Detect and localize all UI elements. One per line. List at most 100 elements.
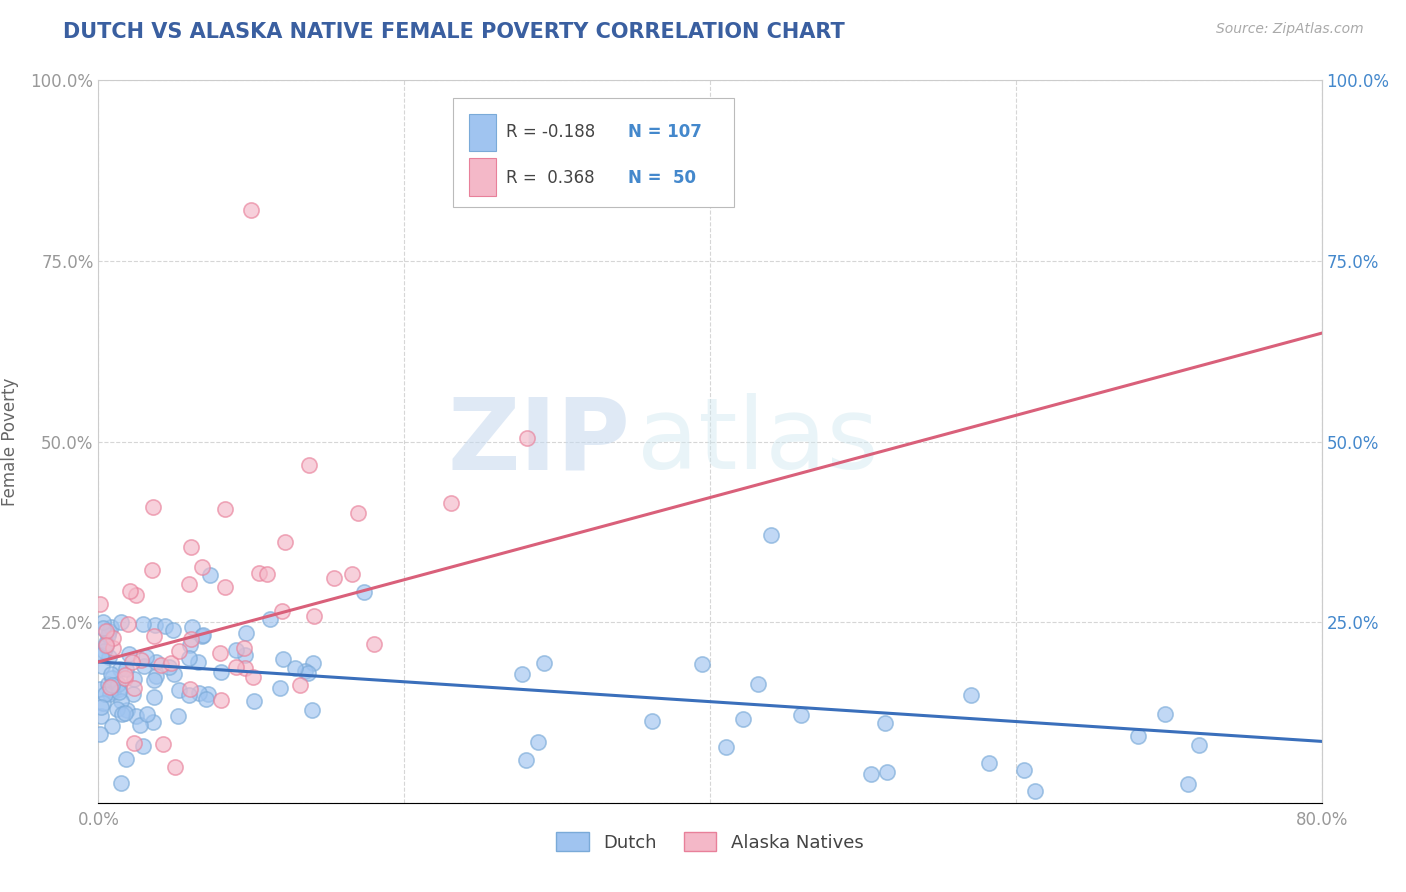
Point [97,628,120,642]
Point [115,702,138,716]
Point [960,688,983,702]
Point [209,693,232,707]
Point [108,682,131,697]
Point [141,563,163,577]
Point [100,719,122,733]
FancyBboxPatch shape [453,98,734,207]
Point [111,707,134,722]
Point [124,588,146,602]
Point [90,648,112,663]
Point [297,665,319,680]
Point [301,703,323,717]
Bar [470,113,496,151]
Point [91,615,114,630]
Point [135,707,157,722]
Text: N =  50: N = 50 [628,169,696,186]
Point [1024,783,1046,797]
Point [97,676,120,690]
Point [322,571,344,585]
Point [198,567,221,582]
Point [247,566,270,580]
Point [243,694,266,708]
Point [179,576,201,591]
Point [115,751,138,765]
Point [98,680,121,694]
Point [100,619,122,633]
Point [177,650,200,665]
Point [876,764,898,779]
Point [162,623,184,637]
Point [259,612,281,626]
Point [233,661,256,675]
Text: R = -0.188: R = -0.188 [506,123,595,141]
Point [105,702,128,716]
Point [91,659,114,673]
Point [179,682,201,697]
Point [90,709,112,723]
Point [269,681,291,695]
Text: N = 107: N = 107 [628,123,702,141]
Point [363,637,385,651]
Point [110,776,132,790]
Point [163,760,186,774]
Point [875,715,897,730]
Legend: Dutch, Alaska Natives: Dutch, Alaska Natives [550,825,870,859]
Point [163,667,186,681]
Point [301,657,323,671]
Text: ZIP: ZIP [447,393,630,490]
Text: DUTCH VS ALASKA NATIVE FEMALE POVERTY CORRELATION CHART: DUTCH VS ALASKA NATIVE FEMALE POVERTY CO… [63,22,845,42]
Point [240,203,263,218]
Point [114,671,136,685]
Point [101,678,124,692]
Point [186,655,208,669]
Point [143,629,166,643]
Point [294,664,316,678]
Point [641,714,664,729]
Point [143,690,166,704]
Point [440,496,463,510]
Point [179,639,201,653]
Point [96,624,118,638]
Point [160,656,183,670]
Point [101,671,124,685]
Point [142,500,165,514]
Point [747,676,769,690]
Point [132,658,155,673]
Point [181,619,204,633]
Point [145,655,167,669]
Point [515,752,537,766]
Point [790,708,813,723]
Point [188,686,211,700]
Point [122,672,145,686]
Point [167,644,190,658]
Point [209,665,232,679]
Point [89,597,111,611]
Point [225,643,247,657]
Point [759,528,782,542]
Point [117,647,139,661]
Point [124,681,146,695]
Point [193,628,215,642]
Point [516,431,538,445]
Point [90,700,112,714]
Point [96,640,118,654]
Point [714,740,737,755]
Point [1012,763,1035,777]
Point [302,608,325,623]
Point [235,626,257,640]
Point [214,501,236,516]
Point [979,756,1001,770]
Point [690,657,713,672]
Point [101,631,124,645]
Text: R =  0.368: R = 0.368 [506,169,595,186]
Point [117,616,139,631]
Point [94,638,117,652]
Point [157,660,180,674]
Point [731,712,754,726]
Point [214,581,236,595]
Point [153,618,176,632]
Point [97,624,120,638]
Point [132,616,155,631]
Point [180,540,202,554]
Point [233,648,256,662]
